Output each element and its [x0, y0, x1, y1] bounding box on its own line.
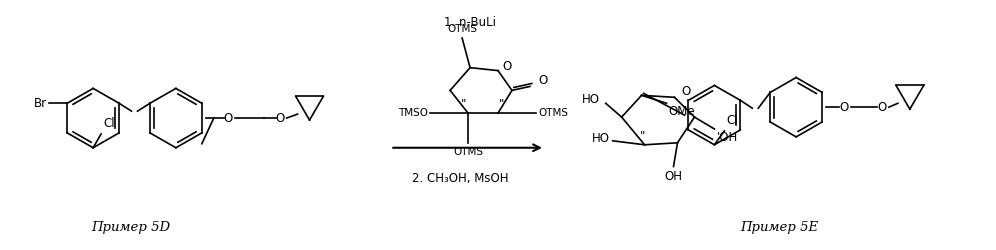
Text: ": " — [639, 130, 645, 143]
Text: ": " — [499, 98, 504, 111]
Text: O: O — [538, 74, 547, 87]
Text: OTMS: OTMS — [453, 147, 483, 157]
Text: O: O — [223, 112, 232, 124]
Text: OTMS: OTMS — [538, 108, 568, 118]
Text: HO: HO — [592, 132, 610, 145]
Text: O: O — [840, 101, 849, 114]
Text: Br: Br — [34, 97, 47, 110]
Text: O: O — [275, 112, 284, 124]
Text: HO: HO — [582, 93, 600, 106]
Text: OTMS: OTMS — [447, 24, 477, 34]
Text: 'OH: 'OH — [716, 131, 738, 144]
Text: O: O — [682, 85, 691, 98]
Text: Пример 5E: Пример 5E — [740, 221, 819, 234]
Text: O: O — [877, 101, 886, 114]
Text: Cl: Cl — [726, 114, 738, 127]
Text: 1. n-BuLi: 1. n-BuLi — [444, 16, 496, 29]
Text: Пример 5D: Пример 5D — [92, 221, 170, 234]
Text: TMSO: TMSO — [398, 108, 428, 118]
Text: 2. CH₃OH, MsOH: 2. CH₃OH, MsOH — [412, 172, 508, 186]
Text: OH: OH — [664, 170, 682, 183]
Text: O: O — [502, 60, 512, 73]
Text: OMe: OMe — [668, 105, 695, 118]
Text: Cl: Cl — [104, 117, 115, 130]
Text: ": " — [461, 98, 466, 111]
